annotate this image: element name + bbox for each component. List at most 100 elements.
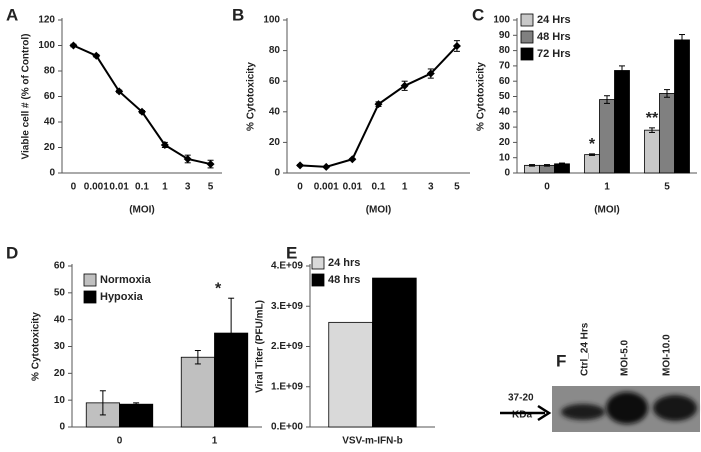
error-bar [194, 350, 201, 365]
x-tick-label: 0 [71, 182, 77, 193]
y-tick-label: 60 [54, 261, 66, 272]
error-bar [619, 65, 625, 76]
bar [644, 129, 660, 174]
y-tick-label: 120 [38, 15, 55, 26]
x-tick-label: 0 [117, 436, 123, 447]
legend-swatch [520, 47, 534, 61]
y-tick-label: 80 [269, 45, 281, 56]
marker [183, 154, 192, 163]
bar [584, 154, 600, 174]
marker [138, 107, 146, 116]
legend-label: Normoxia [100, 274, 152, 286]
x-tick-label: 0.01 [109, 182, 129, 193]
x-tick-label: 0 [544, 182, 550, 193]
marker [452, 42, 461, 51]
y-tick-label: 60 [269, 76, 281, 87]
y-axis-label: % Cytotoxicity [476, 62, 487, 131]
legend-swatch [83, 290, 97, 304]
bar [674, 39, 690, 174]
marker [296, 161, 305, 170]
x-tick-label: 1 [604, 182, 610, 193]
y-tick-label: 80 [499, 45, 511, 56]
blot-band [606, 392, 648, 424]
x-tick-label: 0.001 [84, 182, 109, 193]
legend-label: 48 Hrs [537, 31, 571, 43]
marker [426, 69, 435, 78]
panel-label: C [472, 5, 484, 24]
x-tick-label: 1 [212, 436, 218, 447]
y-tick-label: 20 [44, 142, 56, 153]
error-bar [679, 34, 685, 46]
y-tick-label: 3.E+09 [271, 301, 303, 312]
y-tick-label: 30 [54, 341, 66, 352]
marker-label: KDa [512, 410, 532, 421]
legend-label: Hypoxia [100, 291, 144, 303]
error-bar [649, 127, 655, 133]
y-tick-label: 20 [54, 368, 66, 379]
legend-swatch [311, 273, 325, 287]
error-bar [589, 153, 595, 156]
error-bar [99, 390, 106, 416]
legend-label: 24 hrs [328, 257, 360, 269]
x-axis-label: (MOI) [366, 205, 392, 216]
y-tick-label: 30 [499, 122, 511, 133]
y-tick-label: 10 [499, 152, 511, 163]
y-tick-label: 1.E+09 [271, 381, 303, 392]
y-axis-label: Viable cell # (% of Control) [21, 34, 32, 160]
bar [554, 163, 570, 174]
x-tick-label: 0 [297, 182, 303, 193]
y-tick-label: 60 [44, 91, 56, 102]
bar [328, 321, 373, 428]
y-axis-label: % Cytotoxicity [31, 312, 42, 381]
panel-label: E [286, 243, 297, 262]
y-tick-label: 40 [54, 314, 66, 325]
marker [69, 41, 78, 50]
annotation: * [215, 280, 222, 297]
bar [614, 70, 630, 174]
x-axis-label: (MOI) [129, 205, 155, 216]
line [73, 44, 211, 166]
annotation: * [589, 136, 596, 153]
legend-swatch [520, 13, 534, 27]
blot-panel: F Ctrl_24 Hrs MOI-5.0 MOI-10.0 37-20 KDa [500, 322, 700, 432]
y-tick-label: 90 [499, 30, 511, 41]
x-tick-label: 5 [208, 182, 214, 193]
y-tick-label: 20 [269, 137, 281, 148]
annotation: ** [646, 110, 659, 127]
bar [119, 403, 154, 428]
y-tick-label: 100 [263, 15, 280, 26]
y-tick-label: 50 [499, 91, 511, 102]
y-tick-label: 100 [493, 15, 510, 26]
y-tick-label: 10 [54, 395, 66, 406]
x-tick-label: 5 [664, 182, 670, 193]
bar [180, 356, 215, 428]
bar [599, 99, 615, 174]
error-bar [133, 402, 140, 407]
blot-band [561, 404, 605, 420]
x-tick-label: 0.01 [343, 182, 363, 193]
marker-label: 37-20 [508, 393, 534, 404]
y-tick-label: 40 [44, 117, 56, 128]
y-axis-label: Viral Titer (PFU/mL) [255, 300, 266, 393]
lane-label: Ctrl_24 Hrs [580, 322, 591, 376]
error-bar [559, 162, 565, 166]
bar [659, 93, 675, 174]
y-tick-label: 40 [499, 106, 511, 117]
arrow-head [537, 404, 552, 422]
y-tick-label: 100 [38, 40, 55, 51]
y-tick-label: 80 [44, 66, 56, 77]
bar [372, 277, 417, 428]
legend-swatch [520, 30, 534, 44]
legend-swatch [311, 256, 325, 270]
error-bar [544, 164, 550, 167]
legend-swatch [83, 273, 97, 287]
marker [348, 155, 357, 164]
legend-label: 24 Hrs [537, 14, 571, 26]
panel-label: B [232, 5, 244, 24]
y-tick-label: 40 [269, 106, 281, 117]
error-bar [604, 95, 610, 104]
panel-label: D [6, 243, 18, 262]
error-bar [228, 297, 235, 369]
legend-label: 72 Hrs [537, 48, 571, 60]
